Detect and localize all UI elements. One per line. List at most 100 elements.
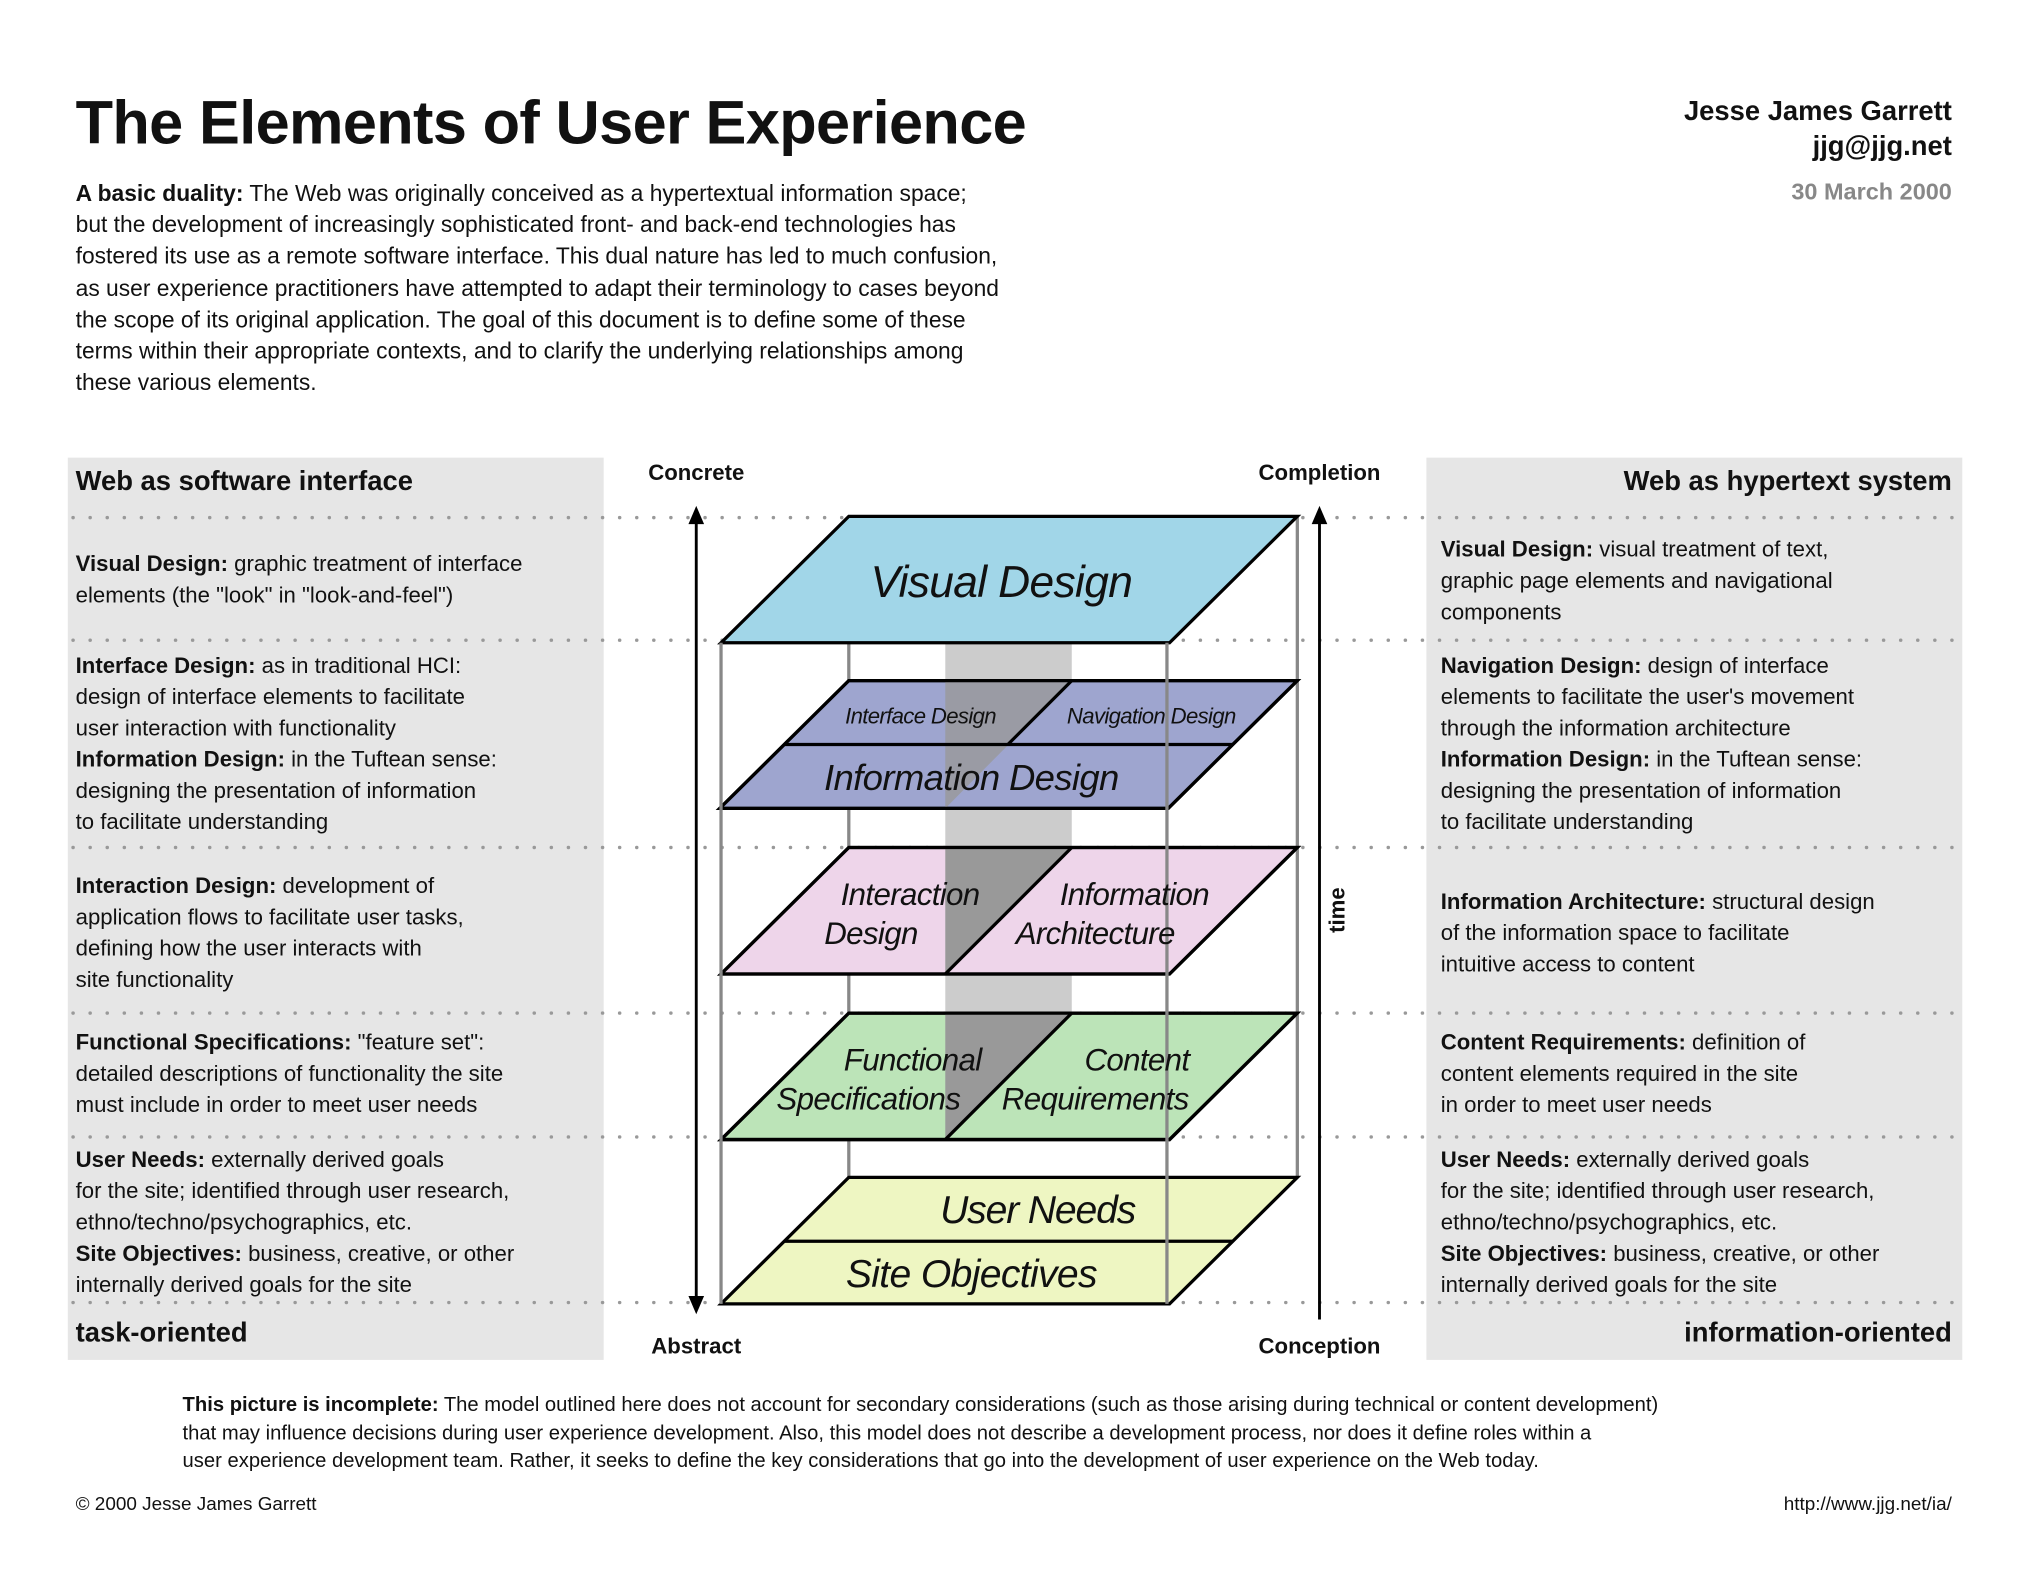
definition-line: internally derived goals for the site [76,1270,515,1301]
intro-line: The Web was originally conceived as a hy… [243,179,967,207]
definition-text: in the Tuftean sense: [284,747,497,772]
definition-line: in order to meet user needs [1441,1090,1806,1121]
left-panel-footer: task-oriented [75,1318,248,1349]
definition-text: of the information space to facilitate [1440,920,1790,946]
definition-line: Information Architecture: structural des… [1441,887,1875,918]
definition-term: Content Requirements: [1440,1030,1686,1055]
definition-text: in order to meet user needs [1440,1092,1712,1118]
definition-line: design of interface elements to facilita… [76,682,497,713]
definition-text: must include in order to meet user needs [75,1092,478,1118]
arrowhead-up-icon [688,505,705,525]
left-panel-definition: Interface Design: as in traditional HCI:… [76,651,497,839]
intro-line: the scope of its original application. T… [75,306,966,333]
definition-text: detailed descriptions of functionality t… [75,1061,504,1087]
definition-line: application flows to facilitate user tas… [76,902,464,933]
definition-line: for the site; identified through user re… [1441,1176,1880,1207]
layer-visual-design [717,514,1302,645]
definition-text: elements to facilitate the user's moveme… [1440,684,1855,710]
definition-text: ethno/techno/psychographics, etc. [75,1209,413,1235]
label-content-requirements: Content [1084,1042,1191,1077]
definition-line: User Needs: externally derived goals [1441,1145,1880,1176]
author-name: Jesse James Garrett [1683,96,1952,127]
arrowhead-down-icon [688,1296,705,1315]
definition-text: for the site; identified through user re… [1440,1178,1875,1204]
label-functional-specifications: Functional [844,1042,984,1077]
definition-text: design of interface elements to facilita… [75,684,465,710]
definition-line: ethno/techno/psychographics, etc. [1441,1207,1880,1238]
source-url[interactable]: http://www.jjg.net/ia/ [1783,1494,1952,1516]
definition-line: site functionality [76,965,464,996]
layer-specs-content-outline [717,1011,1302,1142]
left-panel-definition: Interaction Design: development of applic… [76,871,464,996]
definition-line: elements to facilitate the user's moveme… [1441,682,1862,713]
definition-text: in the Tuftean sense: [1650,747,1863,772]
label-interaction-design: Interaction [841,877,980,912]
label-interface-design: Interface Design [845,704,996,729]
definition-text: ethno/techno/psychographics, etc. [1440,1209,1778,1235]
axis-label-concrete: Concrete [648,460,745,486]
definition-text: "feature set": [351,1030,485,1055]
definition-line: Visual Design: graphic treatment of inte… [76,549,523,580]
definition-term: Site Objectives: [75,1241,242,1267]
left-panel [67,457,604,1360]
definition-line: through the information architecture [1441,713,1862,744]
definition-line: to facilitate understanding [76,807,497,838]
definition-line: internally derived goals for the site [1441,1270,1880,1301]
arrowhead-up-icon [1311,505,1328,525]
left-panel-definition: Functional Specifications: "feature set"… [76,1027,504,1121]
definition-text: elements (the "look" in "look-and-feel") [75,582,454,608]
definition-line: User Needs: externally derived goals [76,1145,515,1176]
definition-line: ethno/techno/psychographics, etc. [76,1207,515,1238]
definition-line: designing the presentation of informatio… [1441,776,1862,807]
definition-text: through the information architecture [1440,715,1791,741]
definition-line: detailed descriptions of functionality t… [76,1059,504,1090]
intro-line: fostered its use as a remote software in… [75,243,998,270]
bottom-note-line: that may influence decisions during user… [182,1421,1592,1445]
definition-line: components [1441,597,1833,628]
definition-text: visual treatment of text, [1593,537,1829,562]
definition-line: intuitive access to content [1441,949,1875,980]
definition-line: content elements required in the site [1441,1059,1806,1090]
layer-divider [1006,679,1073,746]
label-interaction-design: Design [824,916,917,951]
label-functional-specifications: Specifications [776,1082,960,1117]
right-panel-definition: Navigation Design: design of interface el… [1441,651,1862,839]
dotted-guides [71,515,1962,1305]
definition-line: of the information space to facilitate [1441,918,1875,949]
definition-text: externally derived goals [204,1147,445,1173]
definition-line: Site Objectives: business, creative, or … [1441,1239,1880,1270]
definition-line: Site Objectives: business, creative, or … [76,1239,515,1270]
definition-text: for the site; identified through user re… [75,1178,510,1204]
definition-term: User Needs: [1440,1147,1571,1173]
definition-line: graphic page elements and navigational [1441,566,1833,597]
label-information-design: Information Design [824,757,1119,798]
intro-line: terms within their appropriate contexts,… [75,337,964,364]
definition-text: internally derived goals for the site [75,1272,412,1298]
bottom-note-line: user experience development team. Rather… [182,1450,1539,1473]
author-email: jjg@jjg.net [1812,131,1952,162]
definition-text: structural design [1705,889,1875,914]
definition-line: Interaction Design: development of [76,871,464,902]
intro-line: these various elements. [75,369,317,396]
right-panel-footer: information-oriented [1684,1318,1952,1349]
definition-text: site functionality [75,967,234,993]
definition-term: Visual Design: [1440,537,1594,562]
definition-term: Interface Design: [75,653,256,679]
right-panel-heading: Web as hypertext system [1623,466,1952,497]
axis-label-time: time [1324,887,1350,933]
definition-term: Site Objectives: [1440,1241,1608,1267]
label-visual-design: Visual Design [870,558,1132,607]
date: 30 March 2000 [1791,178,1952,205]
definition-line: Content Requirements: definition of [1441,1027,1806,1058]
definition-text: designing the presentation of informatio… [1440,778,1842,804]
bottom-note: This picture is incomplete: The model ou… [183,1391,1659,1475]
layer-interaction-ia-outline [717,845,1302,976]
definition-line: must include in order to meet user needs [76,1090,504,1121]
definition-line: Visual Design: visual treatment of text, [1441,535,1833,566]
definition-term: Information Design: [75,747,285,772]
definition-term: Interaction Design: [75,873,277,899]
right-panel-definition: Information Architecture: structural des… [1441,887,1875,981]
definition-text: internally derived goals for the site [1440,1272,1778,1298]
definition-line: to facilitate understanding [1441,807,1862,838]
